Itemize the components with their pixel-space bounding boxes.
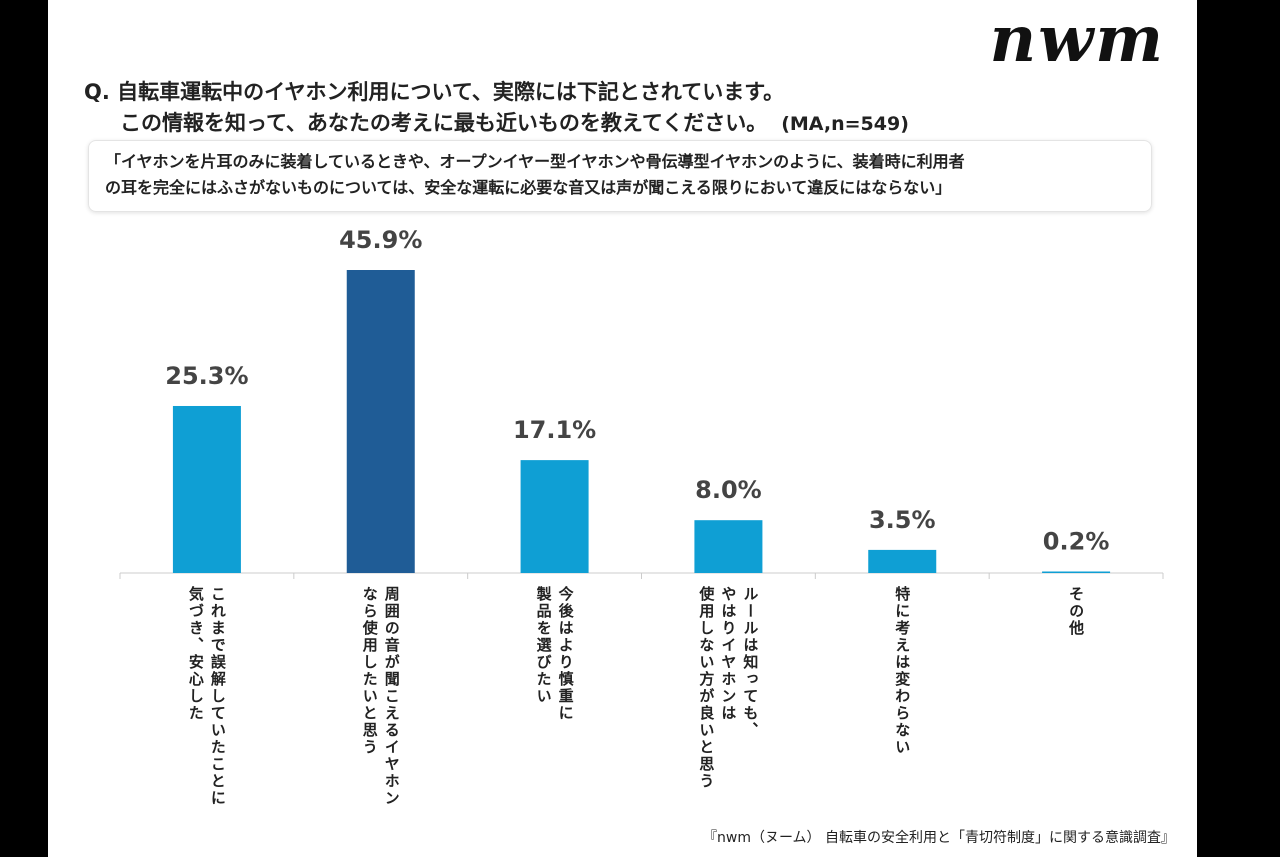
question-line-2: この情報を知って、あなたの考えに最も近いものを教えてください。 (MA,n=549… xyxy=(120,107,909,137)
category-label: 気づき、安心した xyxy=(187,585,205,722)
bar-value-label: 0.2% xyxy=(1043,528,1110,556)
category-label: 今後はより慎重に xyxy=(557,585,575,722)
bar xyxy=(694,520,763,573)
slide: nwm Q. 自転車運転中のイヤホン利用について、実際には下記とされています。 … xyxy=(48,0,1197,857)
quote-line-1: 「イヤホンを片耳のみに装着しているときや、オープンイヤー型イヤホンや骨伝導型イヤ… xyxy=(105,152,965,171)
category-label: 使用しない方が良いと思う xyxy=(697,585,715,790)
source-footer: 『nwm（ヌーム） 自転車の安全利用と「青切符制度」に関する意識調査』 xyxy=(703,830,1175,846)
category-label: 特に考えは変わらない xyxy=(893,585,911,756)
category-label: これまで誤解していたことに xyxy=(209,586,227,807)
quote-box: 「イヤホンを片耳のみに装着しているときや、オープンイヤー型イヤホンや骨伝導型イヤ… xyxy=(88,140,1152,212)
category-label: その他 xyxy=(1067,586,1085,637)
quote-line-2: の耳を完全にはふさがないものについては、安全な運転に必要な音又は声が聞こえる限り… xyxy=(105,178,952,197)
bar-value-label: 25.3% xyxy=(165,362,248,390)
bar xyxy=(868,549,937,573)
bar-value-label: 17.1% xyxy=(513,416,596,444)
bar xyxy=(346,270,415,573)
bar-value-label: 8.0% xyxy=(695,476,762,504)
category-label: なら使用したいと思う xyxy=(361,586,379,756)
question-text: この情報を知って、あなたの考えに最も近いものを教えてください。 xyxy=(120,111,768,135)
category-label: ルールは知っても、 xyxy=(741,586,759,739)
bar xyxy=(1042,571,1111,573)
bar-value-label: 3.5% xyxy=(869,506,936,534)
sample-size: (MA,n=549) xyxy=(781,113,909,135)
question-line-1: Q. 自転車運転中のイヤホン利用について、実際には下記とされています。 xyxy=(84,80,785,104)
bar xyxy=(172,405,241,573)
category-label: 周囲の音が聞こえるイヤホン xyxy=(383,586,401,807)
bar xyxy=(520,460,589,573)
nwm-logo: nwm xyxy=(989,2,1165,77)
category-label: やはりイヤホンは xyxy=(719,586,737,722)
category-label: 製品を選びたい xyxy=(535,585,553,705)
bar-value-label: 45.9% xyxy=(339,226,422,254)
